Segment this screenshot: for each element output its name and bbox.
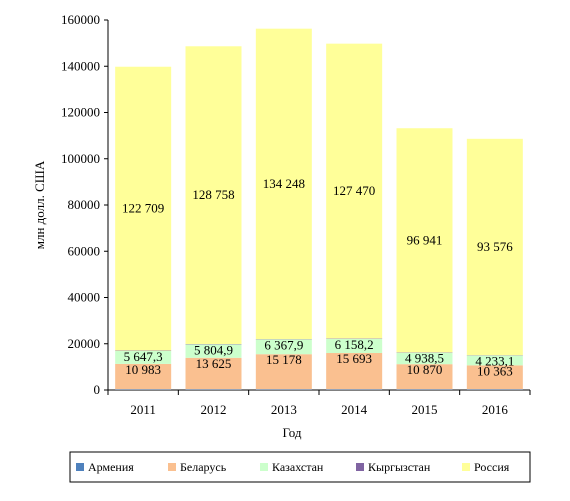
data-label: 6 367,9 <box>264 337 303 352</box>
x-tick-label: 2014 <box>341 402 368 417</box>
y-tick-label: 120000 <box>61 105 100 120</box>
data-label: 127 470 <box>333 183 375 198</box>
legend-item-label: Кыргызстан <box>368 460 431 474</box>
bar-segment <box>467 389 523 390</box>
x-tick-label: 2015 <box>412 402 438 417</box>
y-tick-label: 60000 <box>68 243 101 258</box>
legend-swatch <box>76 463 84 471</box>
data-label: 5 647,3 <box>124 349 163 364</box>
legend-item-label: Армения <box>88 460 134 474</box>
y-tick-label: 80000 <box>68 197 101 212</box>
x-tick-label: 2016 <box>482 402 509 417</box>
data-label: 134 248 <box>263 176 305 191</box>
legend-item-label: Беларусь <box>180 460 227 474</box>
data-label: 4 938,5 <box>405 351 444 366</box>
legend-item-label: Россия <box>474 460 510 474</box>
legend-swatch <box>462 463 470 471</box>
data-label: 13 625 <box>196 356 232 371</box>
legend-swatch <box>168 463 176 471</box>
y-tick-label: 40000 <box>68 290 101 305</box>
bar-segment <box>326 389 382 390</box>
x-tick-label: 2011 <box>130 402 156 417</box>
data-label: 122 709 <box>122 201 164 216</box>
x-tick-label: 2012 <box>201 402 227 417</box>
bar-segment <box>186 389 242 390</box>
y-tick-label: 160000 <box>61 12 100 27</box>
data-label: 15 693 <box>336 351 372 366</box>
x-tick-label: 2013 <box>271 402 297 417</box>
x-axis-title: Год <box>282 425 301 440</box>
data-label: 10 983 <box>125 362 161 377</box>
legend-swatch <box>356 463 364 471</box>
y-tick-label: 20000 <box>68 336 101 351</box>
y-tick-label: 140000 <box>61 58 100 73</box>
bar-segment <box>256 389 312 390</box>
legend: Армения Беларусь Казахстан Кыргызстан Россия <box>70 452 530 482</box>
legend-item-label: Казахстан <box>272 460 324 474</box>
data-label: 15 178 <box>266 352 302 367</box>
bar-segment <box>397 389 453 390</box>
data-label: 4 233,1 <box>475 354 514 369</box>
data-label: 96 941 <box>407 232 443 247</box>
data-label: 5 804,9 <box>194 342 233 357</box>
data-label: 128 758 <box>192 187 234 202</box>
y-tick-label: 100000 <box>61 151 100 166</box>
bars <box>115 29 523 390</box>
data-label: 6 158,2 <box>335 337 374 352</box>
data-label: 93 576 <box>477 239 513 254</box>
y-tick-label: 0 <box>94 382 101 397</box>
y-axis-title: млн долл. США <box>32 160 47 249</box>
bar-segment <box>115 389 171 390</box>
legend-swatch <box>260 463 268 471</box>
